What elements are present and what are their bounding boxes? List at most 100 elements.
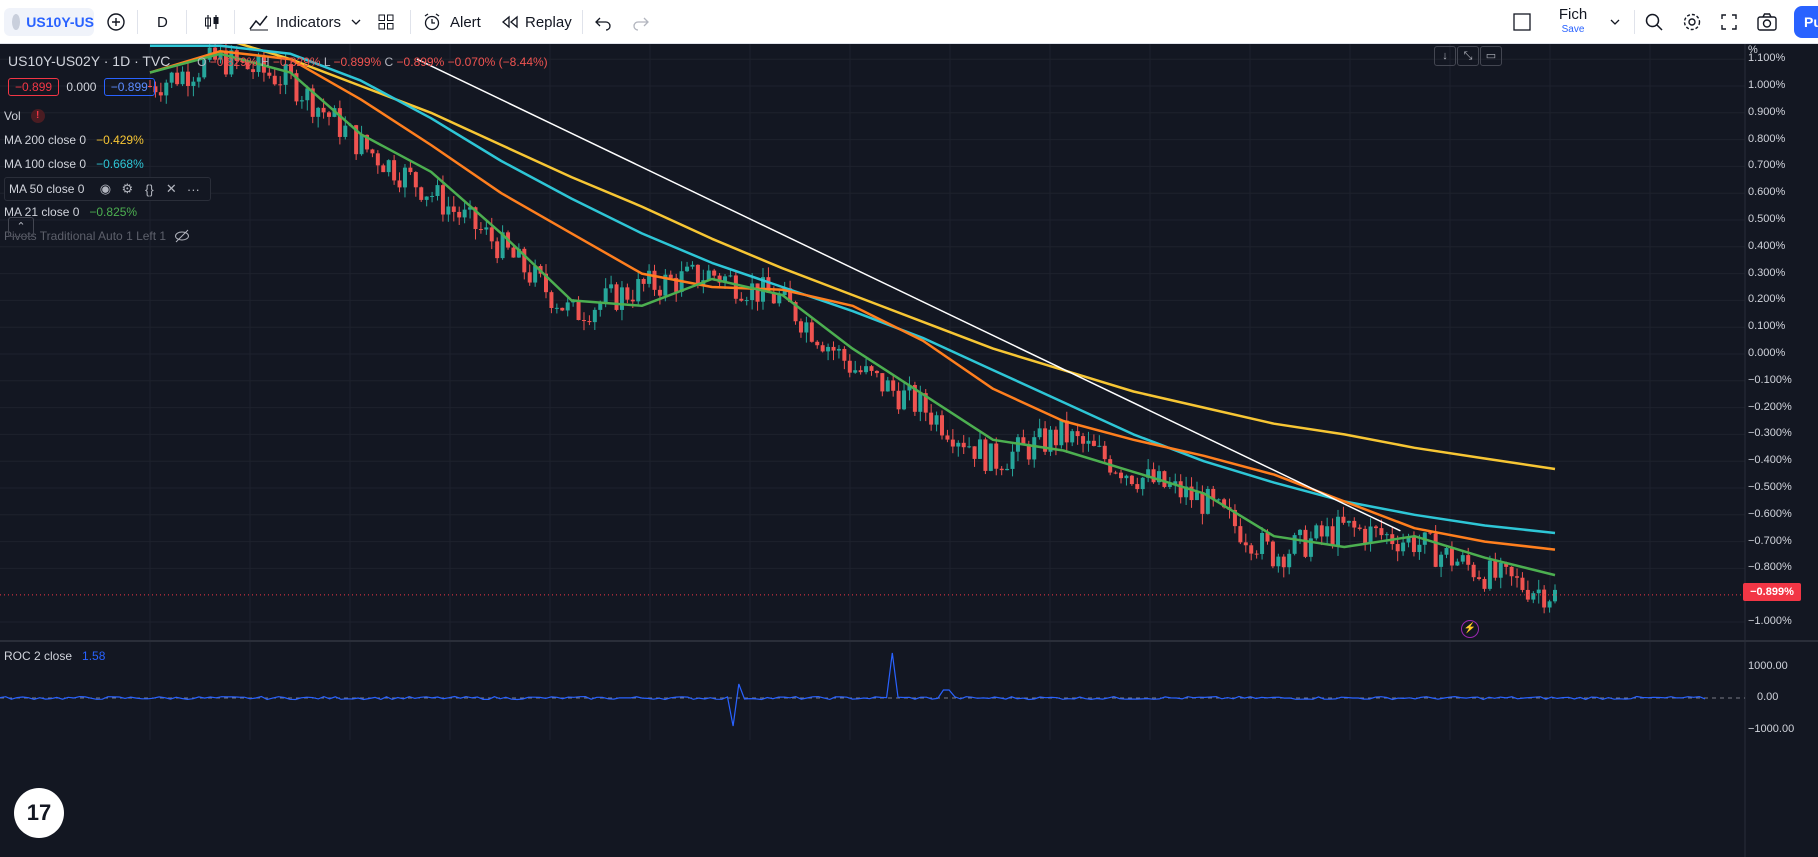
undo-icon bbox=[595, 17, 611, 31]
symbol-legend: US10Y-US02Y · 1D · TVC O −0.829% H −0.82… bbox=[8, 53, 548, 69]
price-tick: −0.100% bbox=[1748, 373, 1792, 386]
candle-body bbox=[1363, 528, 1368, 544]
indicator-row-ma21[interactable]: MA 21 close 0 −0.825% bbox=[4, 202, 137, 222]
candle-body bbox=[1314, 525, 1319, 539]
candle-body bbox=[1439, 554, 1444, 567]
indicators-button[interactable]: Indicators bbox=[248, 0, 341, 44]
chart-area[interactable]: US10Y-US02Y · 1D · TVC O −0.829% H −0.82… bbox=[0, 44, 1818, 857]
candle-body bbox=[940, 415, 945, 436]
indicator-row-ma50[interactable]: MA 50 close 0 ◉ ⚙ {} ✕ ··· bbox=[4, 177, 212, 201]
source-code-icon[interactable]: {} bbox=[145, 181, 154, 197]
layout-select-button[interactable] bbox=[1512, 0, 1532, 44]
candle-body bbox=[1531, 593, 1536, 600]
candle-body bbox=[364, 134, 369, 150]
price-tick: 0.700% bbox=[1748, 159, 1786, 172]
candle-body bbox=[647, 270, 652, 284]
replay-button[interactable]: Replay bbox=[501, 0, 572, 44]
indicator-row-pivots[interactable]: Pivots Traditional Auto 1 Left 1 bbox=[4, 226, 190, 246]
collapse-legend-button[interactable]: ⌃ bbox=[8, 217, 34, 237]
candle-body bbox=[1504, 562, 1509, 567]
candle-body bbox=[777, 295, 782, 304]
last-price-tag: −0.899% bbox=[1743, 583, 1801, 601]
symbol-search-button[interactable]: US10Y-US bbox=[4, 8, 94, 36]
templates-button[interactable] bbox=[376, 0, 396, 44]
price-tick: 1.000% bbox=[1748, 79, 1786, 91]
price-tick: −0.400% bbox=[1748, 454, 1792, 467]
gear-icon[interactable]: ⚙ bbox=[121, 181, 134, 196]
price-tick: −0.700% bbox=[1748, 534, 1792, 547]
legend-title: US10Y-US02Y · 1D · TVC bbox=[8, 53, 171, 69]
roc-tick: 1000.00 bbox=[1748, 660, 1788, 672]
candle-body bbox=[815, 341, 820, 346]
price-chart[interactable] bbox=[0, 44, 1818, 857]
price-tick: 0.000% bbox=[1748, 347, 1786, 359]
ma-line bbox=[150, 44, 1556, 535]
maximize-pane-button[interactable]: ⤡ bbox=[1457, 46, 1479, 66]
candle-body bbox=[945, 435, 950, 440]
compare-symbol-button[interactable] bbox=[106, 0, 126, 44]
restore-pane-button[interactable]: ▭ bbox=[1480, 46, 1502, 66]
alert-button[interactable]: Alert bbox=[422, 0, 481, 44]
bid-ask-row: −0.899 0.000 −0.899 bbox=[8, 78, 155, 96]
candle-body bbox=[1493, 560, 1498, 578]
indicators-dropdown[interactable] bbox=[350, 0, 362, 44]
close-icon[interactable]: ✕ bbox=[165, 181, 177, 196]
redo-button[interactable] bbox=[632, 0, 650, 44]
indicator-row-roc[interactable]: ROC 2 close 1.58 bbox=[4, 646, 105, 666]
quick-search-button[interactable] bbox=[1644, 0, 1664, 44]
candle-body bbox=[1509, 566, 1514, 577]
candle-body bbox=[229, 50, 234, 75]
lightning-icon[interactable]: ⚡ bbox=[1461, 620, 1479, 638]
candle-body bbox=[1119, 472, 1124, 479]
candle-body bbox=[272, 75, 277, 85]
error-icon[interactable]: ! bbox=[30, 109, 45, 123]
layout-name[interactable]: Fich Save bbox=[1547, 6, 1599, 36]
candle-body bbox=[1167, 484, 1172, 487]
candle-body bbox=[185, 71, 190, 86]
interval-button[interactable]: D bbox=[157, 0, 168, 44]
chart-type-button[interactable] bbox=[202, 0, 222, 44]
candle-body bbox=[473, 207, 478, 230]
tradingview-logo[interactable]: 17 bbox=[14, 788, 64, 838]
vol-indicator-row[interactable]: Vol ! bbox=[4, 106, 45, 126]
candle-body bbox=[902, 390, 907, 410]
candle-body bbox=[267, 72, 272, 76]
undo-button[interactable] bbox=[594, 0, 612, 44]
price-tick: −0.800% bbox=[1748, 561, 1792, 574]
candle-body bbox=[750, 283, 755, 301]
close-value: −0.899% bbox=[396, 55, 445, 69]
candle-body bbox=[1525, 589, 1530, 600]
candle-body bbox=[554, 307, 559, 309]
price-tick: 1.100% bbox=[1748, 52, 1786, 65]
price-axis-unit: % bbox=[1748, 44, 1758, 56]
grid-icon bbox=[378, 14, 394, 30]
indicator-row-ma200[interactable]: MA 200 close 0 −0.429% bbox=[4, 130, 144, 150]
open-value: −0.829% bbox=[209, 55, 258, 69]
price-tick: 0.300% bbox=[1748, 266, 1786, 279]
indicators-icon bbox=[249, 15, 268, 31]
snapshot-button[interactable] bbox=[1756, 0, 1778, 44]
candle-body bbox=[766, 277, 771, 293]
candle-body bbox=[755, 283, 760, 302]
price-tick: 0.100% bbox=[1748, 320, 1786, 333]
candle-body bbox=[343, 125, 348, 137]
ask-box[interactable]: −0.899 bbox=[103, 78, 155, 96]
bid-box[interactable]: −0.899 bbox=[8, 78, 60, 96]
pivots-name: Pivots Traditional Auto 1 Left 1 bbox=[4, 229, 167, 243]
candle-body bbox=[451, 206, 456, 212]
more-icon[interactable]: ··· bbox=[186, 181, 200, 197]
layout-dropdown[interactable] bbox=[1609, 0, 1621, 44]
candle-body bbox=[614, 284, 619, 310]
candle-body bbox=[1536, 589, 1541, 594]
candle-body bbox=[164, 82, 169, 96]
eye-icon[interactable]: ◉ bbox=[99, 181, 112, 196]
candle-body bbox=[712, 270, 717, 276]
scroll-down-button[interactable]: ↓ bbox=[1434, 46, 1456, 66]
fullscreen-button[interactable] bbox=[1720, 0, 1738, 44]
settings-button[interactable] bbox=[1682, 0, 1702, 44]
candle-body bbox=[885, 380, 890, 392]
publish-button[interactable]: Pu bbox=[1794, 6, 1818, 38]
candle-body bbox=[533, 266, 538, 283]
candle-body bbox=[202, 59, 207, 78]
indicator-row-ma100[interactable]: MA 100 close 0 −0.668% bbox=[4, 154, 144, 174]
